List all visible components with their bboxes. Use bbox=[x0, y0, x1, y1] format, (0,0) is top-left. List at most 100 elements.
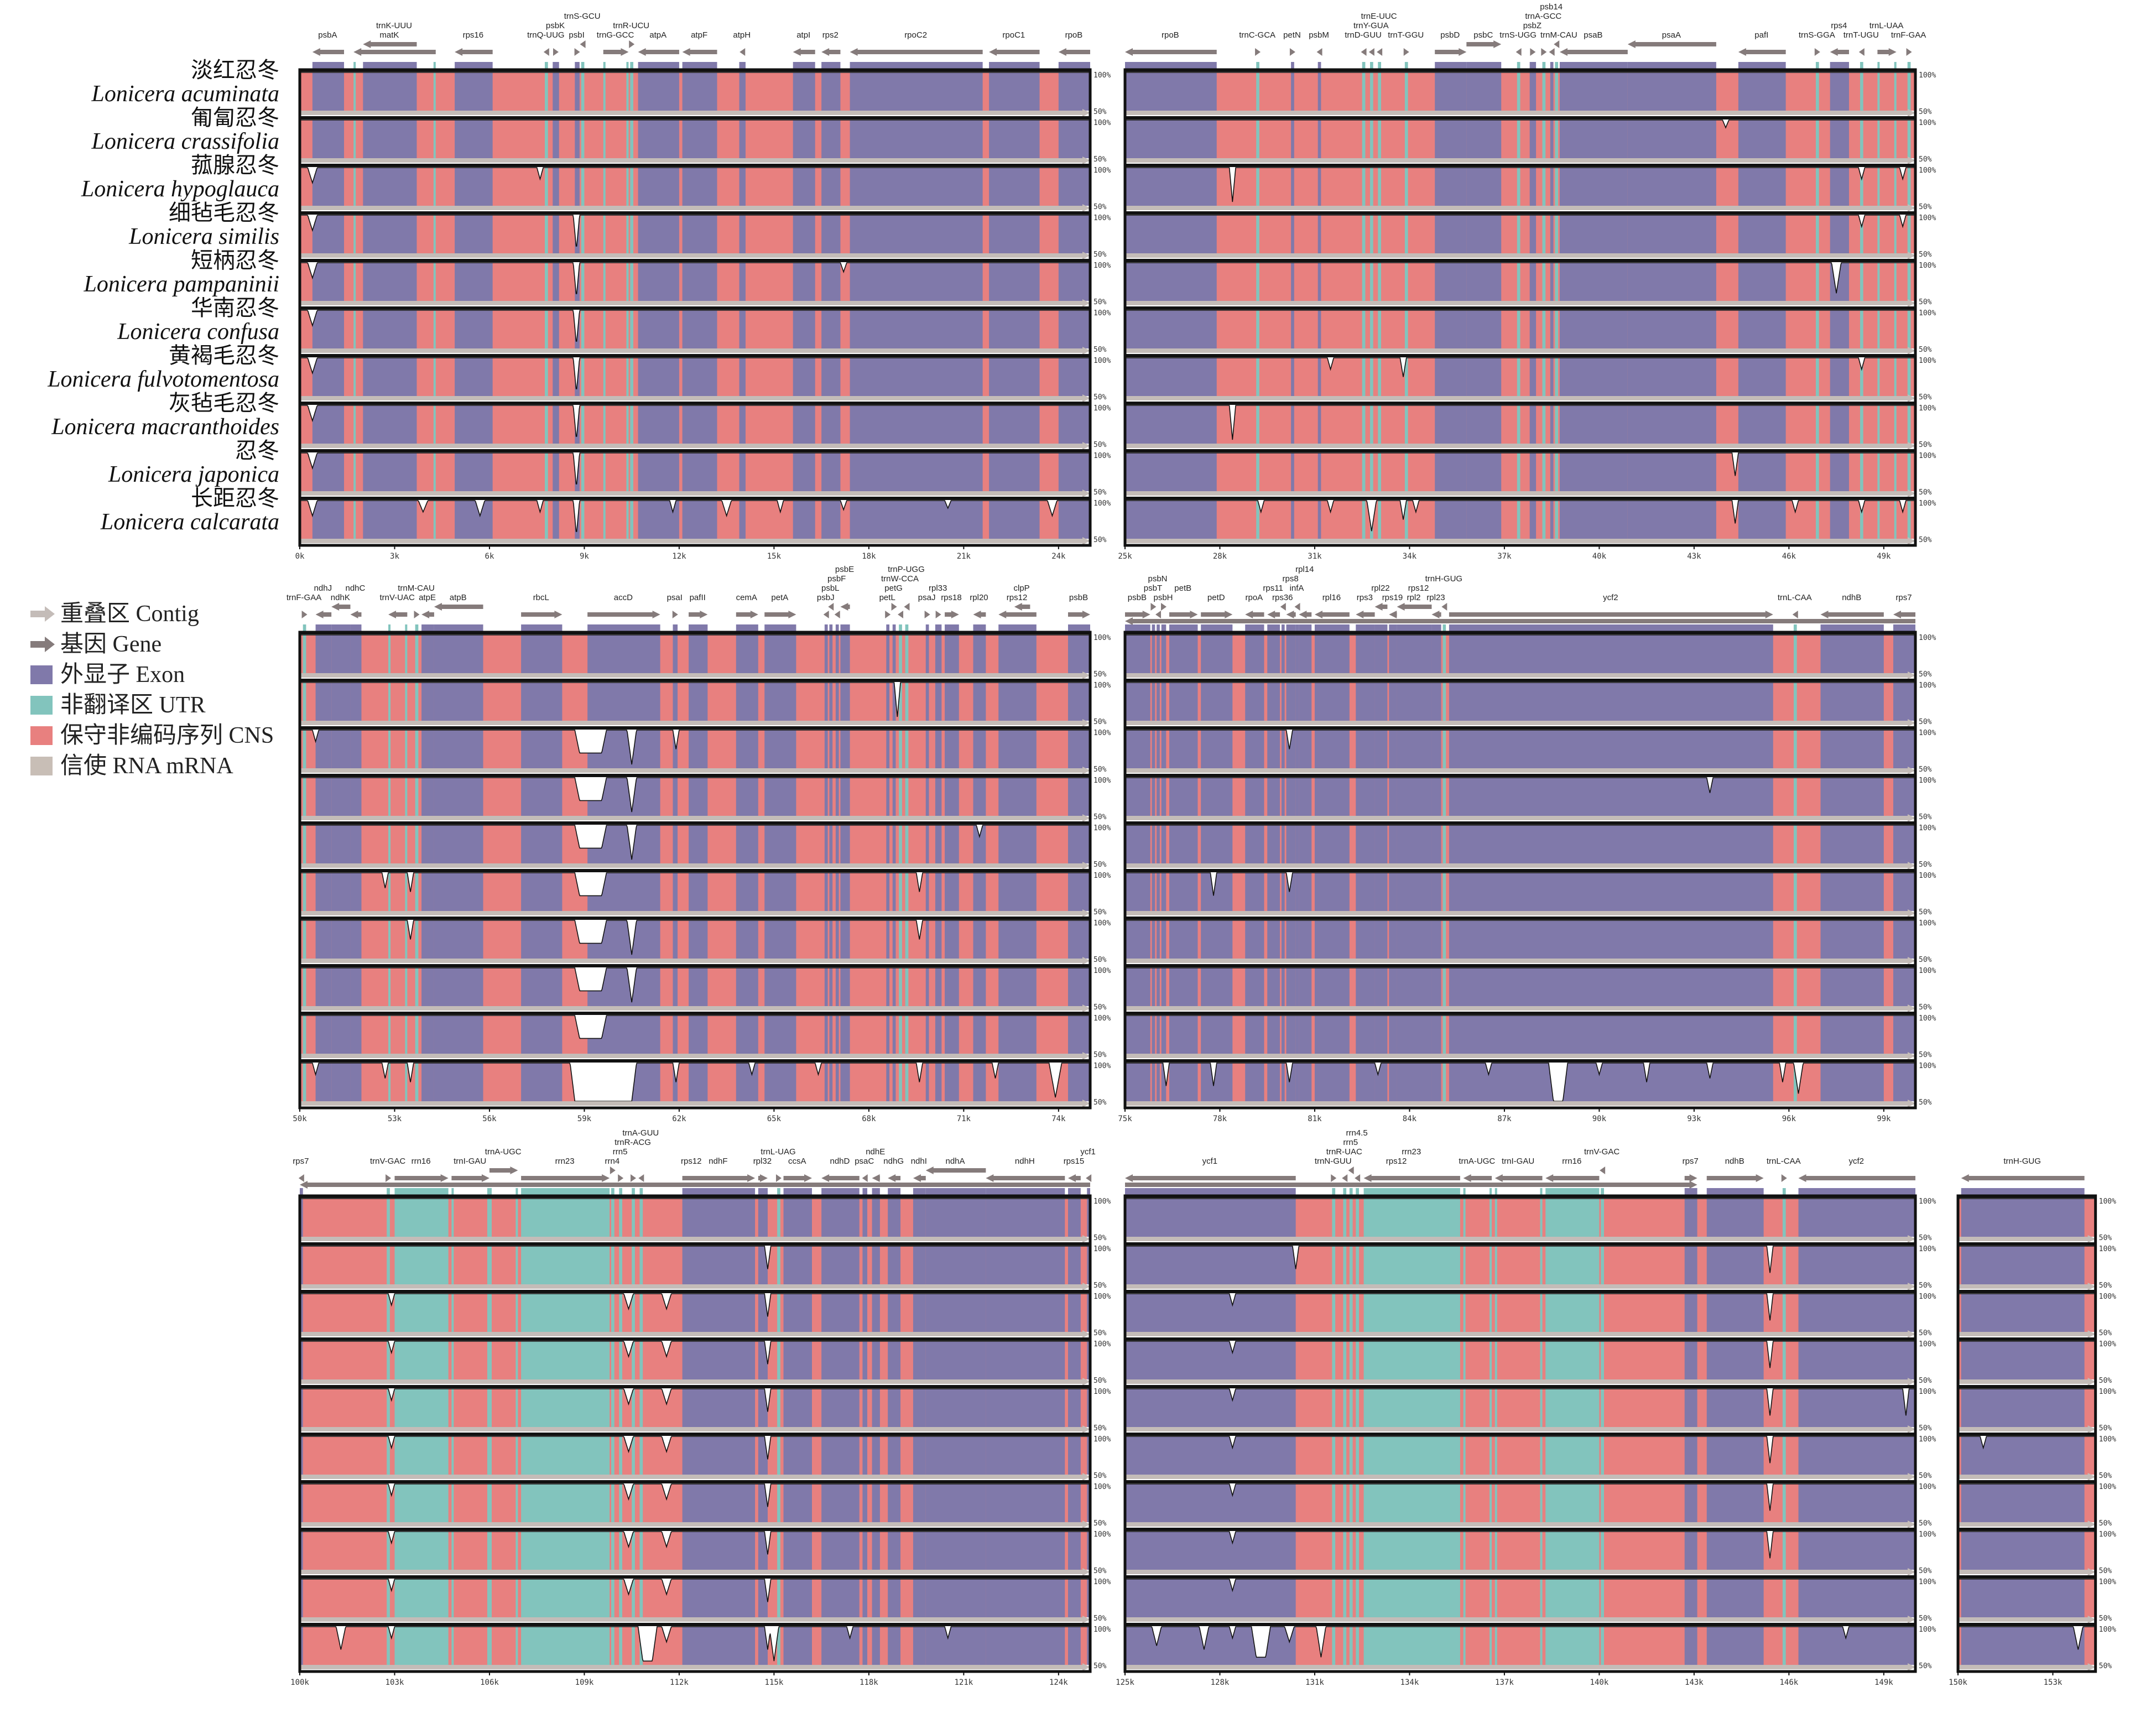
track-exon bbox=[673, 968, 678, 1006]
strip-exon bbox=[1529, 62, 1537, 69]
axis-tick-label: 56k bbox=[482, 1115, 497, 1123]
strip-exon bbox=[638, 62, 679, 69]
track-exon bbox=[331, 683, 351, 721]
track-exon bbox=[872, 1294, 880, 1332]
track-exon bbox=[1961, 1389, 2085, 1427]
strip-utr bbox=[1362, 62, 1366, 69]
track-exon bbox=[1893, 1063, 1915, 1101]
strip-exon bbox=[312, 62, 345, 69]
gene-arrow bbox=[1155, 611, 1162, 618]
track-utr bbox=[1894, 501, 1897, 539]
track-utr bbox=[1601, 1484, 1604, 1522]
strip-utr bbox=[1601, 1188, 1604, 1195]
track-exon bbox=[989, 72, 1040, 111]
track-exon bbox=[925, 1199, 986, 1237]
track-exon bbox=[1299, 825, 1312, 863]
track-utr bbox=[1782, 1199, 1786, 1237]
scale-label-50: 50% bbox=[2099, 1519, 2112, 1528]
track-utr bbox=[415, 683, 419, 721]
track-exon bbox=[739, 120, 746, 158]
scale-label-100: 100% bbox=[2099, 1578, 2116, 1586]
track-utr bbox=[521, 1484, 610, 1522]
track-exon bbox=[1299, 778, 1312, 816]
track-utr bbox=[1540, 1294, 1543, 1332]
track-utr bbox=[581, 120, 585, 158]
track-exon bbox=[925, 778, 929, 816]
track-exon bbox=[850, 215, 983, 253]
track-utr bbox=[1463, 1532, 1466, 1570]
scale-label-50: 50% bbox=[1919, 488, 1932, 497]
track-exon bbox=[1397, 730, 1432, 768]
scale-label-100: 100% bbox=[1093, 824, 1111, 832]
track-utr bbox=[1256, 263, 1259, 301]
track-exon bbox=[521, 1063, 563, 1101]
track-utr bbox=[387, 1436, 390, 1475]
track-exon bbox=[1830, 310, 1849, 348]
track-exon bbox=[1314, 635, 1350, 673]
strip-exon bbox=[1087, 1188, 1090, 1195]
track-utr bbox=[1601, 1246, 1604, 1284]
scale-label-100: 100% bbox=[1919, 499, 1936, 508]
exon-swatch bbox=[30, 665, 53, 684]
track-utr bbox=[1343, 1294, 1347, 1332]
track-exon bbox=[1067, 778, 1090, 816]
identity-curve bbox=[300, 452, 1090, 485]
track-exon bbox=[736, 683, 758, 721]
track-exon bbox=[1067, 635, 1090, 673]
track-exon bbox=[945, 778, 959, 816]
contig-bar bbox=[300, 909, 1090, 917]
track-exon bbox=[673, 1016, 678, 1054]
strip-utr bbox=[611, 1188, 614, 1195]
identity-curve bbox=[300, 1246, 1090, 1269]
scale-label-50: 50% bbox=[1919, 766, 1932, 774]
track-utr bbox=[1517, 168, 1520, 206]
contig-bar bbox=[1125, 767, 1915, 774]
track-exon bbox=[1317, 263, 1321, 301]
track-utr bbox=[515, 1199, 518, 1237]
strip-exon bbox=[315, 624, 332, 631]
gene-label: rps7 bbox=[1683, 1157, 1699, 1166]
gene-arrow bbox=[1554, 40, 1560, 48]
gene-arrow bbox=[1431, 611, 1441, 618]
gene-arrow bbox=[793, 48, 815, 56]
gene-arrow bbox=[451, 1174, 489, 1182]
identity-curve bbox=[1125, 1246, 1915, 1273]
annotation-strip bbox=[300, 1188, 1090, 1195]
track-utr bbox=[611, 1532, 614, 1570]
track-utr bbox=[415, 778, 419, 816]
scale-label-50: 50% bbox=[1093, 1519, 1107, 1528]
track-utr bbox=[388, 730, 391, 768]
track-exon bbox=[821, 168, 841, 206]
gene-arrow bbox=[1377, 48, 1383, 56]
gene-label: rps4 bbox=[1831, 21, 1847, 30]
gene-arrow bbox=[1267, 611, 1280, 618]
strip-exon bbox=[736, 624, 758, 631]
track-utr bbox=[521, 1579, 610, 1617]
track-exon bbox=[331, 1016, 351, 1054]
track-utr bbox=[777, 1389, 780, 1427]
track-utr bbox=[619, 1389, 623, 1427]
track-exon bbox=[363, 215, 417, 253]
track-exon bbox=[1389, 920, 1397, 959]
track-exon bbox=[300, 1484, 303, 1522]
track-utr bbox=[1555, 72, 1559, 111]
contig-bar bbox=[1125, 1283, 1915, 1290]
track-utr bbox=[405, 825, 408, 863]
track-exon bbox=[1281, 778, 1285, 816]
identity-curve bbox=[300, 730, 1090, 765]
track-exon bbox=[1281, 825, 1285, 863]
gene-arrow bbox=[1280, 603, 1286, 611]
gene-arrow bbox=[1286, 611, 1296, 618]
track-utr bbox=[544, 310, 548, 348]
track-utr bbox=[1378, 453, 1381, 491]
track-exon bbox=[989, 405, 1040, 444]
identity-curve bbox=[1125, 1579, 1915, 1592]
track-exon bbox=[892, 778, 896, 816]
scale-label-50: 50% bbox=[2099, 1377, 2112, 1385]
scale-label-50: 50% bbox=[1093, 908, 1107, 917]
scale-label-100: 100% bbox=[1093, 681, 1111, 690]
scale-label-100: 100% bbox=[2099, 1293, 2116, 1301]
track-exon bbox=[1529, 501, 1537, 539]
track-utr bbox=[1369, 168, 1373, 206]
track-utr bbox=[387, 1294, 390, 1332]
